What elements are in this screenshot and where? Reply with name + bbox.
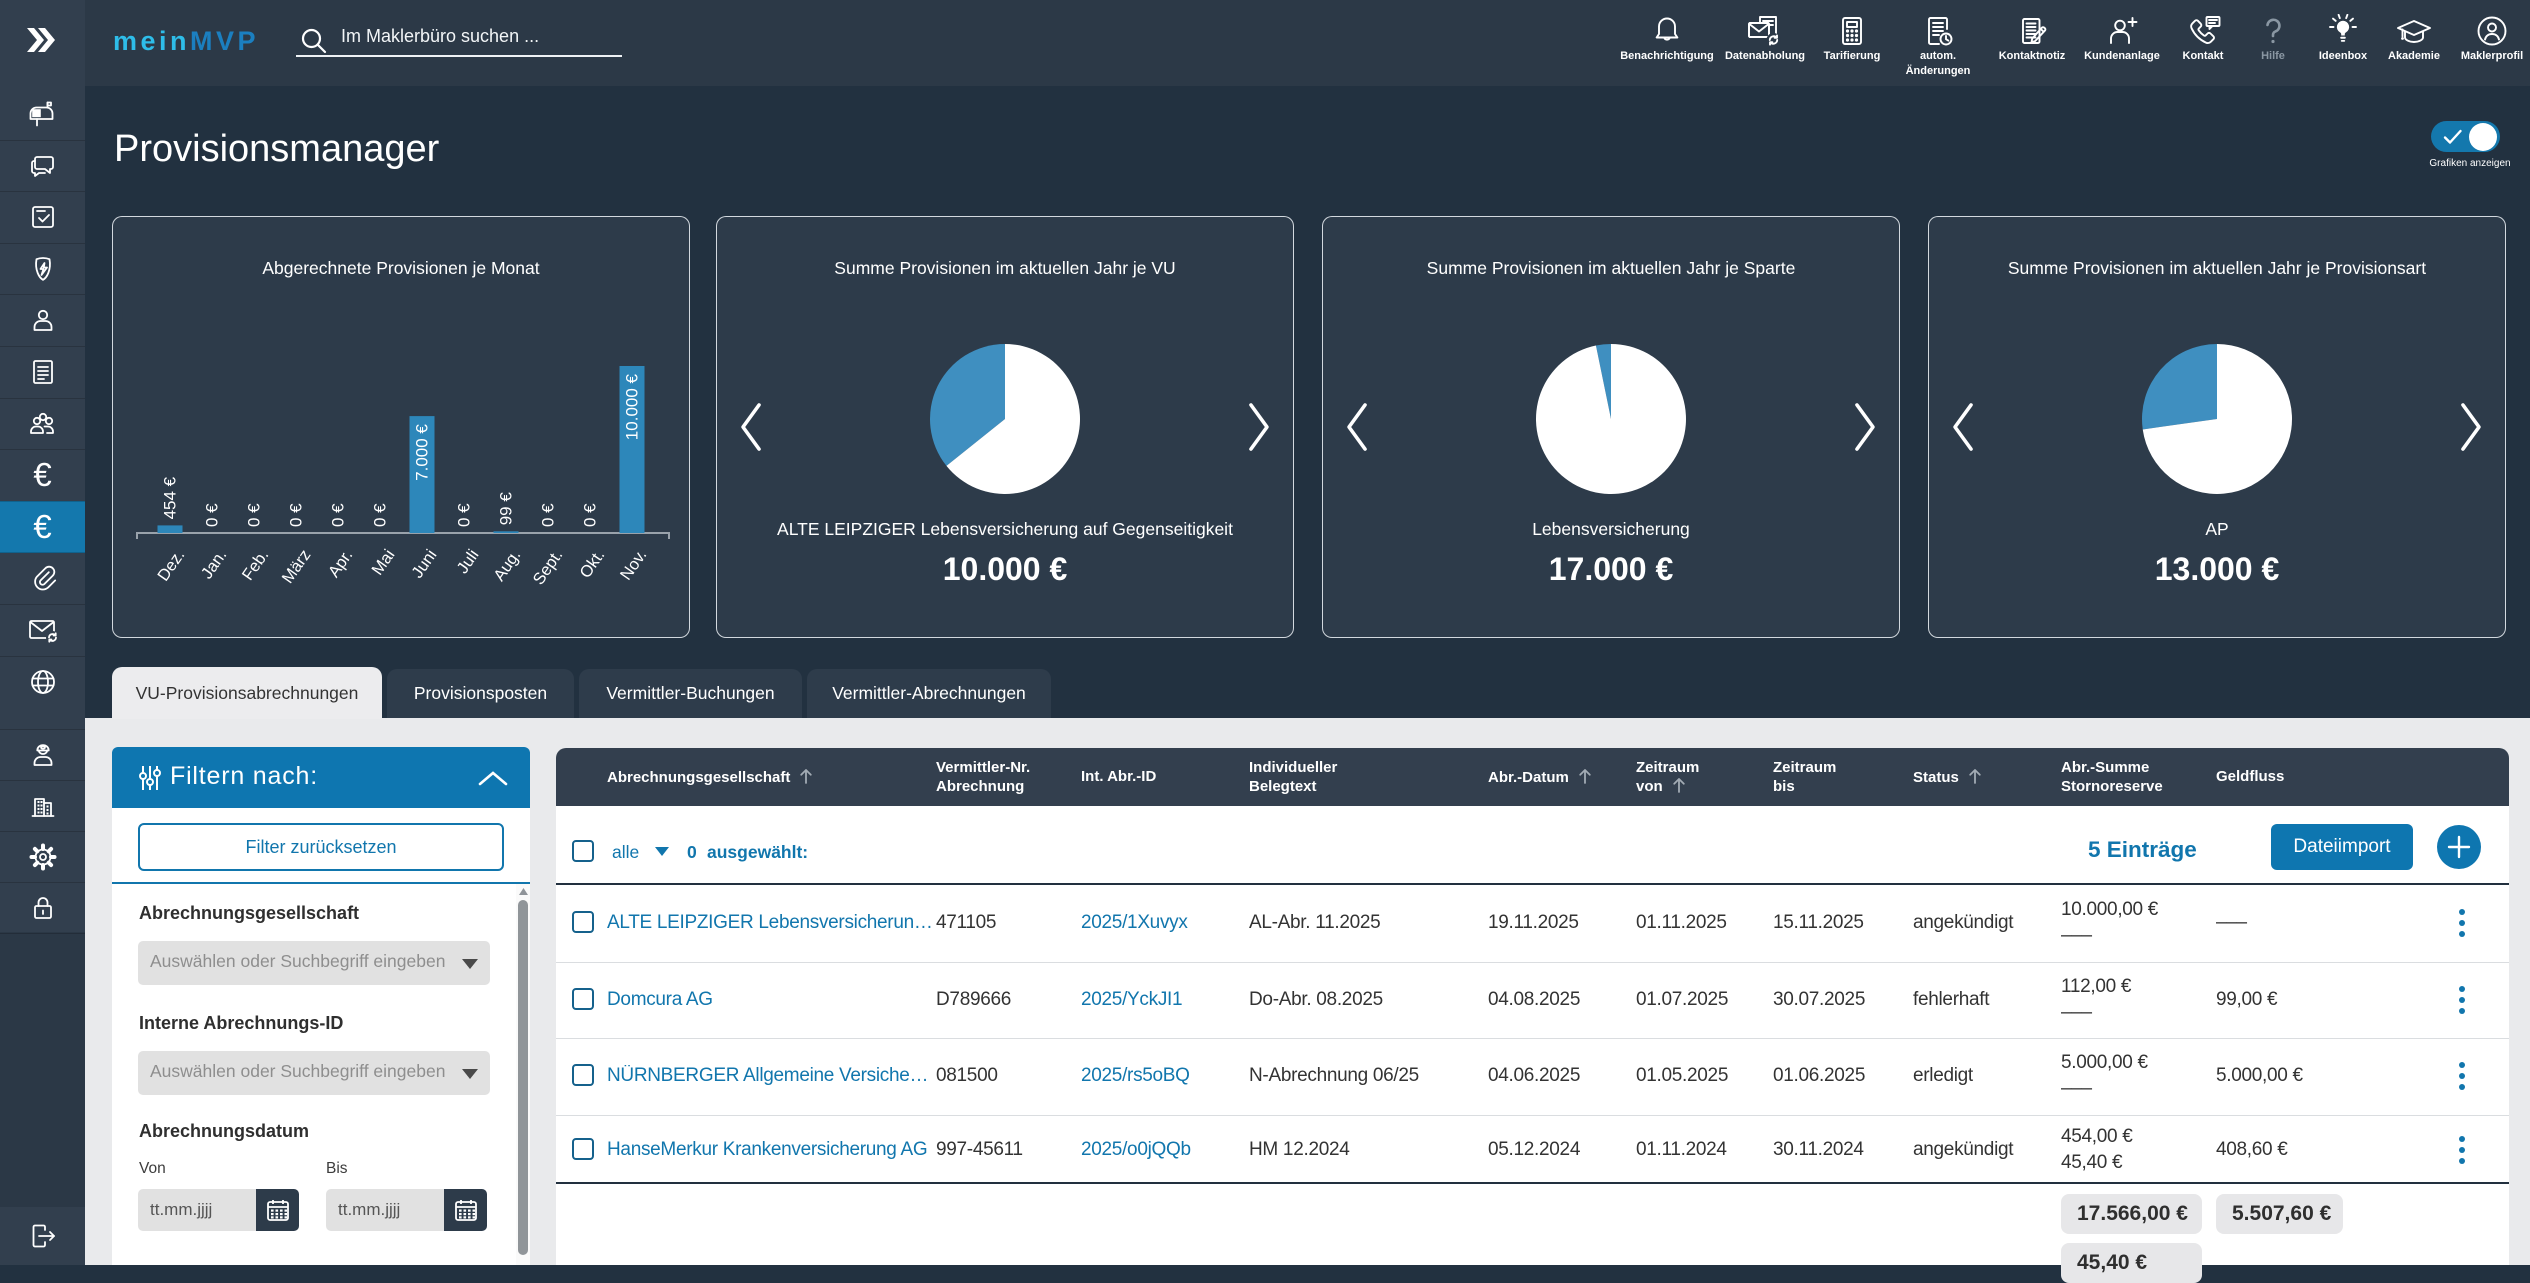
svg-text:Jan.: Jan. xyxy=(198,546,231,582)
svg-text:99 €: 99 € xyxy=(497,492,516,526)
svg-text:7.000 €: 7.000 € xyxy=(413,424,432,481)
svg-text:Nov.: Nov. xyxy=(617,546,651,583)
svg-text:Juni: Juni xyxy=(408,546,440,581)
svg-text:Okt.: Okt. xyxy=(576,546,608,581)
svg-text:0 €: 0 € xyxy=(203,503,222,527)
svg-text:0 €: 0 € xyxy=(287,503,306,527)
svg-text:Feb.: Feb. xyxy=(239,546,273,583)
svg-text:0 €: 0 € xyxy=(455,503,474,527)
svg-text:Mai: Mai xyxy=(368,546,398,578)
svg-text:März: März xyxy=(279,546,315,586)
svg-text:Juli: Juli xyxy=(454,546,483,577)
svg-text:0 €: 0 € xyxy=(581,503,600,527)
svg-text:10.000 €: 10.000 € xyxy=(623,373,642,440)
svg-text:0 €: 0 € xyxy=(371,503,390,527)
svg-text:454 €: 454 € xyxy=(161,476,180,519)
svg-text:0 €: 0 € xyxy=(329,503,348,527)
svg-text:Sept.: Sept. xyxy=(530,546,567,588)
svg-text:0 €: 0 € xyxy=(539,503,558,527)
svg-text:Aug.: Aug. xyxy=(490,546,524,584)
svg-text:0 €: 0 € xyxy=(245,503,264,527)
svg-text:Dez.: Dez. xyxy=(154,546,188,584)
svg-text:Apr.: Apr. xyxy=(325,546,357,580)
